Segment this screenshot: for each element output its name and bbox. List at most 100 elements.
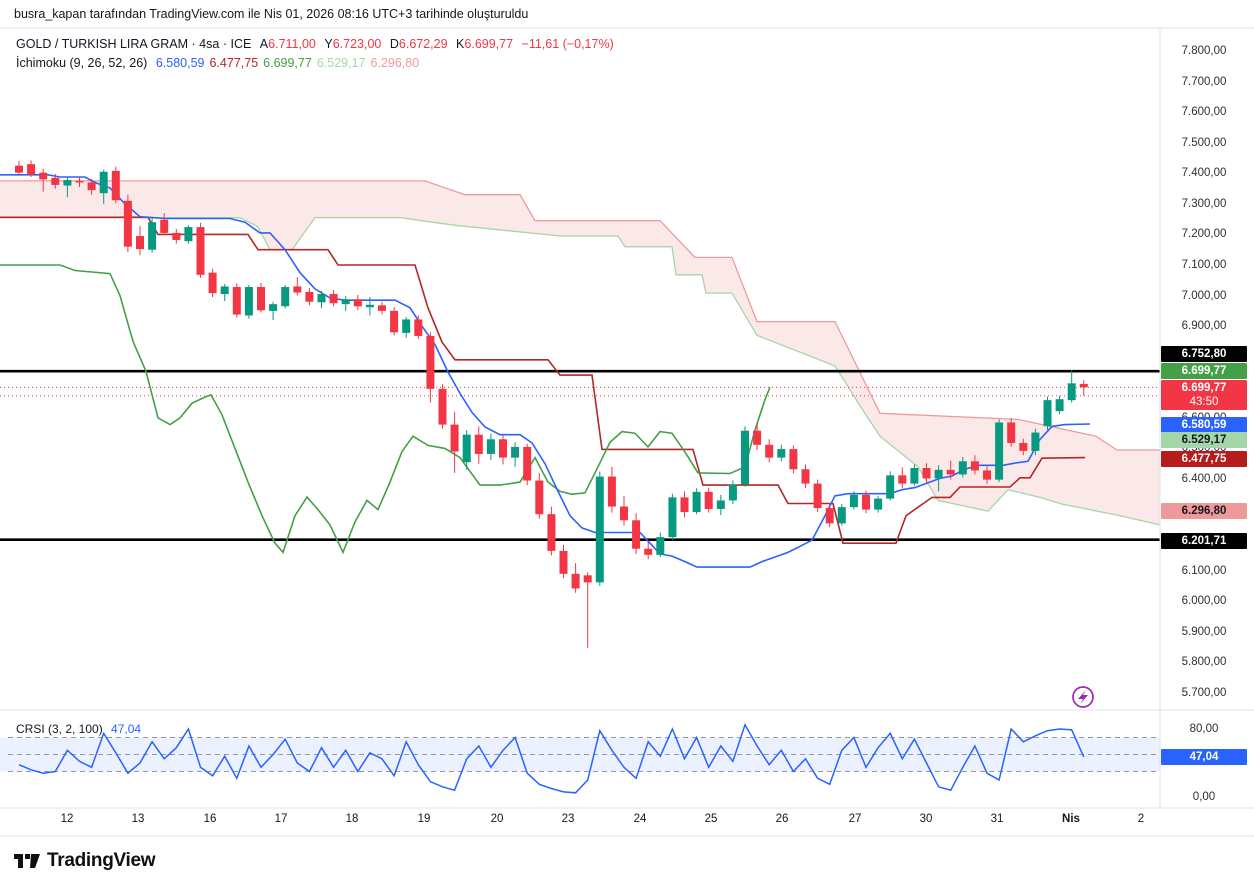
price-axis-label: 7.400,00 <box>1181 167 1227 180</box>
candle-body <box>607 476 616 507</box>
main-pane[interactable] <box>0 160 1160 648</box>
price-axis-label: 6.900,00 <box>1181 320 1227 333</box>
candle-body <box>970 461 979 471</box>
candle-body <box>123 200 132 247</box>
ohlc-open: A6.711,00 <box>259 37 316 51</box>
ichimoku-value: 6.580,59 <box>155 56 205 70</box>
price-axis-label: 7.100,00 <box>1181 259 1227 271</box>
chikou-span-line <box>0 264 771 555</box>
crsi-axis-label: 0,00 <box>1192 791 1216 803</box>
candle-body <box>910 468 919 484</box>
candle-body <box>1019 442 1028 451</box>
exchange-label: ICE <box>230 37 252 51</box>
price-axis-label: 6.100,00 <box>1181 564 1227 577</box>
crsi-title: CRSI (3, 2, 100) <box>16 722 103 736</box>
tenkan-sen-line <box>0 174 1091 568</box>
crsi-line <box>18 722 1085 794</box>
candle-body <box>704 491 713 509</box>
candle-body <box>75 180 84 183</box>
candle-body <box>583 575 592 583</box>
candle-body <box>1007 422 1016 443</box>
candle-body <box>305 291 314 302</box>
price-badge: 6.752,80 <box>1161 346 1247 362</box>
candle-body <box>741 430 749 485</box>
candle-body <box>716 500 725 509</box>
candle-body <box>208 272 217 294</box>
candle-body <box>39 172 48 180</box>
ohlc-low: D6.672,29 <box>389 37 448 51</box>
candle-body <box>789 449 798 470</box>
candle-body <box>474 434 483 454</box>
crsi-value: 47,04 <box>111 722 142 736</box>
symbol-legend[interactable]: GOLD / TURKISH LIRA GRAM · 4sa · ICE A6.… <box>16 37 614 51</box>
price-axis-label: 7.800,00 <box>1181 45 1227 57</box>
candle-body <box>87 182 96 191</box>
time-axis-label: Nis <box>1062 813 1080 825</box>
candle-body <box>232 287 241 315</box>
candle-body <box>728 484 737 501</box>
candle-body <box>753 430 762 445</box>
crsi-legend[interactable]: CRSI (3, 2, 100) 47,04 <box>16 722 141 736</box>
candle-body <box>958 461 967 475</box>
candle-body <box>595 476 604 583</box>
candle-body <box>172 232 181 240</box>
lightning-icon[interactable] <box>1072 686 1094 708</box>
candle-body <box>801 469 810 484</box>
candle-body <box>692 491 701 513</box>
tradingview-logo-icon <box>14 854 40 868</box>
tradingview-logo[interactable]: TradingView <box>14 849 156 873</box>
candle-body <box>402 319 411 333</box>
price-axis-label: 5.900,00 <box>1181 625 1227 638</box>
candle-body <box>27 164 36 175</box>
ichimoku-title: İchimoku (9, 26, 52, 26) <box>16 56 148 70</box>
price-axis-label: 6.000,00 <box>1181 595 1227 608</box>
ohlc-close: K6.699,77 <box>456 37 514 51</box>
price-axis-label: 7.700,00 <box>1181 75 1227 88</box>
separator-dot: · <box>191 37 196 51</box>
ichimoku-value: 6.296,80 <box>370 56 420 70</box>
candle-body <box>849 494 858 508</box>
tradingview-logo-text: TradingView <box>47 850 156 871</box>
ichimoku-cloud <box>0 180 1160 525</box>
time-axis-label: 24 <box>633 813 647 825</box>
candle-body <box>777 449 786 458</box>
candle-body <box>136 235 144 250</box>
candle-body <box>220 286 229 295</box>
candle-body <box>946 469 955 475</box>
ohlc-high: Y6.723,00 <box>324 37 382 51</box>
candle-body <box>983 470 991 480</box>
candle-body <box>668 497 677 538</box>
time-axis-label: 20 <box>490 813 504 825</box>
candle-body <box>390 310 399 333</box>
candle-body <box>317 294 326 303</box>
candle-body <box>523 446 532 481</box>
ichimoku-values: 6.580,59 6.477,75 6.699,77 6.529,17 6.296,80 <box>151 56 419 70</box>
candle-body <box>244 287 253 316</box>
time-axis-label: 2 <box>1137 813 1145 825</box>
crsi-pane[interactable] <box>0 722 1160 794</box>
candle-body <box>378 305 386 311</box>
candle-body <box>571 573 580 589</box>
time-axis-label: 30 <box>919 813 933 825</box>
candle-body <box>825 508 834 524</box>
candle-body <box>353 299 362 307</box>
candle-body <box>922 468 931 479</box>
senkou-span-a-line <box>0 216 1160 526</box>
candle-body <box>293 286 302 293</box>
separator-dot: · <box>222 37 227 51</box>
candle-body <box>365 304 374 308</box>
candle-body <box>196 227 205 275</box>
candle-body <box>426 335 435 389</box>
candle-body <box>99 171 108 194</box>
ichimoku-legend[interactable]: İchimoku (9, 26, 52, 26) 6.580,59 6.477,7… <box>16 56 419 70</box>
candle-body <box>63 180 72 186</box>
symbol-title: GOLD / TURKISH LIRA GRAM <box>16 37 189 51</box>
interval-label[interactable]: 4sa <box>199 37 220 51</box>
time-axis-label: 16 <box>203 813 217 825</box>
candle-body <box>1031 432 1040 451</box>
candle-body <box>148 222 157 250</box>
price-badge: 6.580,59 <box>1161 417 1247 433</box>
candle-body <box>51 177 60 185</box>
